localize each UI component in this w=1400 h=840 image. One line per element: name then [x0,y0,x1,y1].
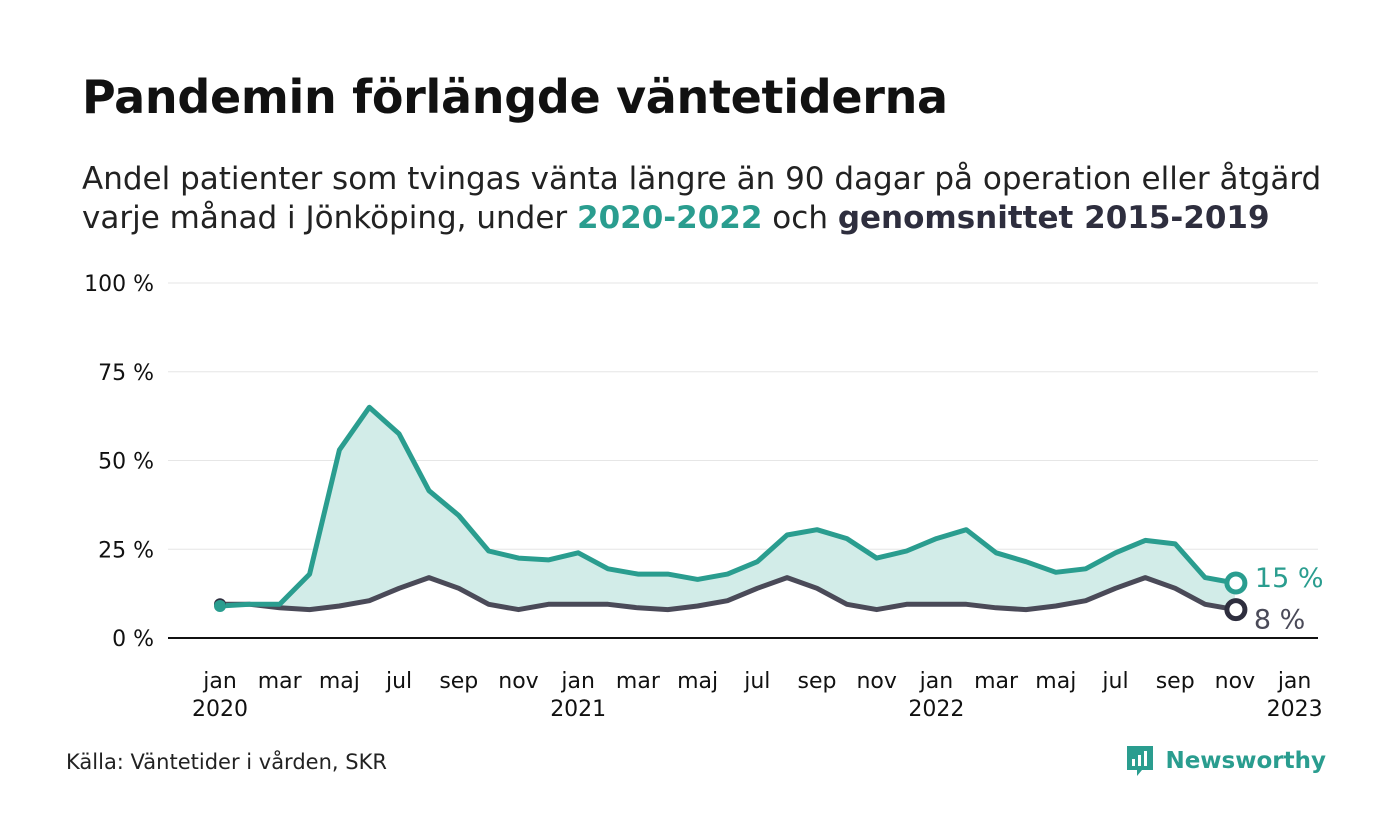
brand-name: Newsworthy [1165,748,1326,774]
end-label-current: 15 % [1255,563,1324,594]
x-tick-year: 2020 [192,697,248,722]
y-tick-label: 50 % [98,450,154,475]
y-tick-label: 25 % [98,538,154,563]
subtitle-prefix: varje månad i Jönköping, under [82,200,578,236]
x-tick-label: jul [1101,669,1128,694]
series-line-average [217,575,1238,613]
x-tick-label: jul [385,669,412,694]
series-line-current [217,404,1238,609]
x-tick-year: 2023 [1267,697,1323,722]
x-tick-label: maj [319,669,360,694]
source-note: Källa: Väntetider i vården, SKR [66,750,387,774]
x-tick-label: sep [798,669,837,694]
x-tick-label: mar [616,669,661,694]
newsworthy-icon [1127,746,1154,776]
y-tick-label: 0 % [112,627,154,652]
x-tick-label: jan [560,669,595,694]
x-tick-label: jul [743,669,770,694]
y-tick-label: 100 % [84,272,154,297]
x-tick-label: nov [1215,669,1255,694]
x-tick-label: nov [498,669,538,694]
x-tick-label: mar [974,669,1019,694]
page-title: Pandemin förlängde väntetiderna [82,70,948,124]
x-tick-label: jan [1277,669,1312,694]
subtitle-mid: och [762,200,838,236]
x-tick-label: sep [1156,669,1195,694]
x-tick-year: 2021 [550,697,606,722]
end-marker-current [1224,571,1248,595]
subtitle-line-1: Andel patienter som tvingas vänta längre… [82,161,1322,197]
y-axis-labels: 0 % 25 % 50 % 75 % 100 % [84,272,154,652]
brand-logo: Newsworthy [1125,744,1326,778]
subtitle-current-period: 2020-2022 [577,200,763,236]
end-markers: 15 % 8 % [214,563,1324,636]
end-label-average: 8 % [1254,605,1305,636]
y-tick-label: 75 % [98,361,154,386]
chart-subtitle: Andel patienter som tvingas vänta längre… [82,160,1342,238]
x-tick-year: 2022 [908,697,964,722]
start-marker-current [214,600,226,613]
subtitle-line-2: varje månad i Jönköping, under 2020-2022… [82,199,1342,238]
difference-area [220,407,1235,610]
x-tick-label: maj [677,669,718,694]
x-tick-label: jan [919,669,954,694]
end-marker-average [1224,598,1248,622]
subtitle-average-period: genomsnittet 2015-2019 [837,200,1270,236]
x-tick-label: mar [258,669,303,694]
x-tick-label: jan [202,669,237,694]
x-tick-label: sep [439,669,478,694]
x-tick-label: maj [1035,669,1076,694]
x-tick-label: nov [856,669,896,694]
